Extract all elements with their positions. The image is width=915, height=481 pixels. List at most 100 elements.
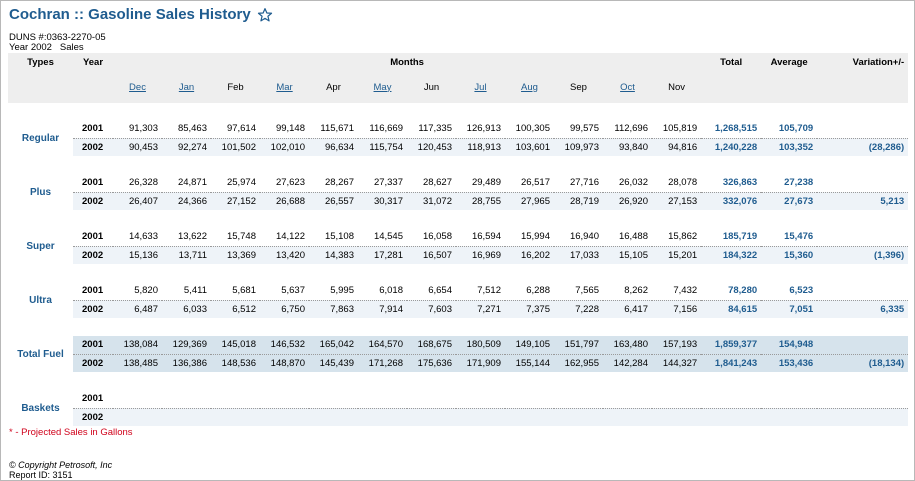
month-value-cell <box>358 390 407 409</box>
month-link-dec[interactable]: Dec <box>129 81 146 93</box>
month-value-cell: 5,681 <box>211 282 260 301</box>
fuel-type-label: Total Fuel <box>17 348 64 360</box>
group-spacer <box>8 103 908 120</box>
month-value-cell: 163,480 <box>603 336 652 355</box>
spacer-cell <box>8 372 908 390</box>
fuel-type-label: Regular <box>21 132 60 144</box>
table-row: 2002 138,485 136,386 148,536 148,870 145,439 1… <box>8 354 909 372</box>
month-value-cell: 6,750 <box>260 300 309 318</box>
month-value-cell: 6,033 <box>162 300 211 318</box>
month-value-cell: 13,420 <box>260 246 309 264</box>
month-value-cell <box>211 390 260 409</box>
month-header-cell: Aug <box>505 71 554 103</box>
month-link-mar[interactable]: Mar <box>276 81 293 93</box>
report-id: Report ID: 3151 <box>9 470 73 480</box>
month-value-cell: 85,463 <box>162 120 211 139</box>
month-value-cell: 7,228 <box>554 300 603 318</box>
month-link-aug[interactable]: Aug <box>521 81 538 93</box>
month-value-cell: 91,303 <box>113 120 162 139</box>
month-value-cell: 13,369 <box>211 246 260 264</box>
month-value-cell: 27,337 <box>358 174 407 193</box>
year-cell: 2002 <box>73 246 113 264</box>
blank-cell <box>8 71 73 103</box>
variation-cell <box>817 174 909 193</box>
month-link-oct[interactable]: Oct <box>620 81 635 93</box>
duns-number: DUNS #:0363-2270-05 <box>9 32 106 43</box>
variation-cell: 6,335 <box>817 300 909 318</box>
month-value-cell <box>652 390 702 409</box>
table-row: Ultra 2001 5,820 5,411 5,681 5,637 5,995 6,018 6… <box>8 282 909 306</box>
month-value-cell: 16,488 <box>603 228 652 247</box>
month-value-cell: 115,754 <box>358 138 407 156</box>
month-value-cell: 8,262 <box>603 282 652 301</box>
month-value-cell <box>407 408 456 426</box>
total-cell: 1,841,243 <box>701 354 762 372</box>
average-cell <box>761 408 818 426</box>
variation-cell: (1,396) <box>817 246 909 264</box>
month-value-cell: 14,633 <box>113 228 162 247</box>
month-value-cell: 26,517 <box>505 174 554 193</box>
month-value-cell: 27,965 <box>505 192 554 210</box>
month-value-cell: 7,863 <box>309 300 358 318</box>
month-value-cell <box>260 390 309 409</box>
month-value-cell: 26,328 <box>113 174 162 193</box>
fuel-type-label: Super <box>26 240 55 252</box>
month-value-cell <box>603 408 652 426</box>
favorite-star-icon[interactable] <box>257 7 273 23</box>
average-cell: 103,352 <box>761 138 818 156</box>
variation-cell: 5,213 <box>817 192 909 210</box>
total-cell: 332,076 <box>701 192 762 210</box>
spacer-cell <box>8 210 908 228</box>
average-cell: 27,673 <box>761 192 818 210</box>
page-title: Cochran :: Gasoline Sales History <box>9 6 251 23</box>
month-value-cell <box>358 408 407 426</box>
table-row: Baskets 2001 <box>8 390 909 414</box>
month-value-cell: 94,816 <box>652 138 702 156</box>
month-value-cell: 100,305 <box>505 120 554 139</box>
table-row: Total Fuel 2001 138,084 129,369 145,018 146,5… <box>8 336 909 360</box>
month-value-cell: 144,327 <box>652 354 702 372</box>
month-value-cell: 171,268 <box>358 354 407 372</box>
month-value-cell: 26,407 <box>113 192 162 210</box>
table-row: Super 2001 14,633 13,622 15,748 14,122 15,108 1… <box>8 228 909 252</box>
year-cell: 2001 <box>73 228 113 247</box>
total-cell: 185,719 <box>701 228 762 247</box>
month-link-may[interactable]: May <box>373 81 392 93</box>
average-cell: 15,360 <box>761 246 818 264</box>
month-link-jan[interactable]: Jan <box>178 81 195 93</box>
average-cell: 7,051 <box>761 300 818 318</box>
projected-sales-note: * - Projected Sales in Gallons <box>9 427 133 438</box>
month-link-jul[interactable]: Jul <box>474 81 487 93</box>
total-cell: 1,268,515 <box>701 120 762 139</box>
month-value-cell: 7,432 <box>652 282 702 301</box>
month-value-cell: 27,623 <box>260 174 309 193</box>
group-spacer <box>8 210 908 228</box>
month-label-nov: Nov <box>668 81 686 93</box>
fuel-type-label: Ultra <box>29 294 52 306</box>
month-value-cell: 149,105 <box>505 336 554 355</box>
month-value-cell: 16,507 <box>407 246 456 264</box>
month-value-cell: 16,969 <box>456 246 505 264</box>
month-value-cell: 16,202 <box>505 246 554 264</box>
total-cell: 184,322 <box>701 246 762 264</box>
month-header-cell: Jul <box>456 71 505 103</box>
blank-cell <box>701 71 762 103</box>
month-value-cell: 90,453 <box>113 138 162 156</box>
month-value-cell: 157,193 <box>652 336 702 355</box>
month-value-cell: 165,042 <box>309 336 358 355</box>
year-cell: 2001 <box>73 282 113 301</box>
month-value-cell: 15,136 <box>113 246 162 264</box>
month-value-cell <box>211 408 260 426</box>
month-value-cell <box>309 390 358 409</box>
month-value-cell: 168,675 <box>407 336 456 355</box>
month-value-cell: 25,974 <box>211 174 260 193</box>
month-value-cell: 16,940 <box>554 228 603 247</box>
month-value-cell <box>407 390 456 409</box>
month-value-cell: 99,575 <box>554 120 603 139</box>
month-value-cell: 24,871 <box>162 174 211 193</box>
total-cell: 78,280 <box>701 282 762 301</box>
month-value-cell: 105,819 <box>652 120 702 139</box>
month-value-cell: 136,386 <box>162 354 211 372</box>
month-value-cell: 117,335 <box>407 120 456 139</box>
